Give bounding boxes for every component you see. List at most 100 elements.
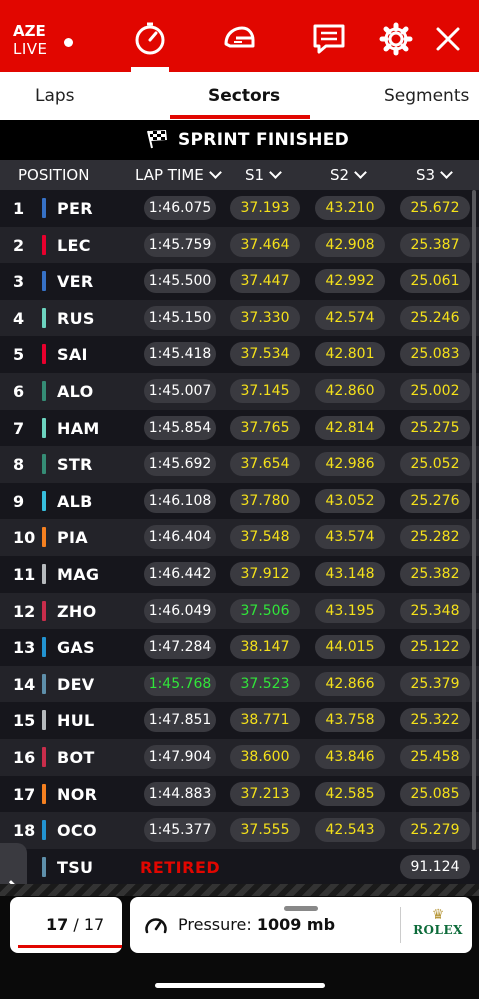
driver-code: LEC — [57, 235, 91, 255]
pressure-value: 1009 mb — [256, 915, 336, 934]
table-row[interactable]: 2 LEC 1:45.759 37.464 42.908 25.387 — [0, 226, 479, 264]
bottom-stripes — [0, 884, 479, 896]
session-code: AZE — [13, 22, 46, 40]
sector3-value: 25.379 — [400, 671, 470, 696]
lap-progress-bar — [18, 945, 122, 948]
sheet-grabber[interactable] — [284, 906, 318, 911]
sector3-value: 25.276 — [400, 488, 470, 513]
position-number: 18 — [13, 821, 36, 841]
sector1-value: 37.780 — [230, 488, 300, 513]
pressure-label: Pressure: — [178, 915, 252, 934]
sponsor-name: ROLEX — [413, 923, 463, 937]
lap-time-value: 1:46.049 — [144, 598, 216, 623]
table-row[interactable]: 3 VER 1:45.500 37.447 42.992 25.061 — [0, 263, 479, 300]
position-number: 2 — [13, 235, 25, 255]
lap-time-value: 1:46.442 — [144, 562, 216, 586]
sector1-value: 37.330 — [230, 305, 300, 330]
tab-laps[interactable]: Laps — [35, 86, 75, 106]
table-row[interactable]: 9 ALB 1:46.108 37.780 43.052 25.276 — [0, 482, 479, 520]
message-icon[interactable] — [312, 22, 346, 56]
column-s1-sort[interactable]: S1 — [245, 166, 282, 184]
table-row[interactable]: 4 RUS 1:45.150 37.330 42.574 25.246 — [0, 299, 479, 337]
home-indicator[interactable] — [155, 983, 325, 988]
table-row[interactable]: 11 MAG 1:46.442 37.912 43.148 25.382 — [0, 556, 479, 593]
sector1-value: 37.193 — [230, 196, 300, 220]
team-color-bar — [42, 600, 46, 621]
position-number: 6 — [13, 382, 25, 401]
live-label: LIVE — [13, 40, 48, 58]
lap-time-value: 1:44.883 — [144, 781, 216, 806]
sector3-value: 25.085 — [400, 781, 470, 806]
driver-code: TSU — [57, 857, 94, 877]
weather-card[interactable]: Pressure: 1009 mb ♛ ROLEX — [130, 897, 472, 953]
chevron-down-icon — [269, 166, 282, 179]
column-laptime-label: LAP TIME — [135, 166, 204, 184]
position-number: 13 — [13, 638, 36, 658]
team-color-bar — [42, 344, 46, 365]
position-number: 14 — [13, 674, 36, 694]
driver-code: MAG — [57, 565, 100, 584]
table-row[interactable]: 1 PER 1:46.075 37.193 43.210 25.672 — [0, 190, 479, 227]
sector2-value: 42.860 — [315, 379, 385, 403]
tab-sectors[interactable]: Sectors — [208, 86, 281, 106]
sector2-value: 43.148 — [315, 562, 385, 586]
gear-icon[interactable] — [379, 22, 413, 56]
table-row[interactable]: 18 OCO 1:45.377 37.555 42.543 25.279 — [0, 812, 479, 849]
driver-code: ALB — [57, 491, 93, 511]
driver-code: ALO — [57, 382, 94, 401]
team-color-bar — [42, 271, 46, 292]
lap-time-value: 1:45.768 — [144, 671, 216, 696]
team-color-bar — [42, 710, 46, 731]
close-icon[interactable] — [431, 22, 465, 56]
driver-code: OCO — [57, 821, 97, 841]
driver-code: NOR — [57, 784, 98, 804]
sector1-value: 38.771 — [230, 708, 300, 733]
team-color-bar — [42, 637, 46, 658]
table-row[interactable]: 12 ZHO 1:46.049 37.506 43.195 25.348 — [0, 592, 479, 630]
table-row[interactable]: 10 PIA 1:46.404 37.548 43.574 25.282 — [0, 519, 479, 556]
table-row[interactable]: 5 SAI 1:45.418 37.534 42.801 25.083 — [0, 336, 479, 373]
table-row[interactable]: 13 GAS 1:47.284 38.147 44.015 25.122 — [0, 629, 479, 666]
driver-code: RUS — [57, 308, 95, 328]
position-number: 1 — [13, 199, 25, 218]
helmet-icon[interactable] — [222, 22, 256, 56]
sector2-value: 43.846 — [315, 745, 385, 769]
sector1-value: 38.147 — [230, 635, 300, 660]
table-row[interactable]: 15 HUL 1:47.851 38.771 43.758 25.322 — [0, 702, 479, 739]
column-s3-label: S3 — [416, 166, 436, 184]
session-status-banner: SPRINT FINISHED — [0, 120, 479, 160]
table-row[interactable]: 6 ALO 1:45.007 37.145 42.860 25.002 — [0, 373, 479, 410]
lap-time-value: 1:45.759 — [144, 232, 216, 257]
driver-code: DEV — [57, 674, 95, 694]
sector2-value: 42.543 — [315, 818, 385, 843]
active-icon-indicator — [131, 67, 169, 72]
sector1-value: 37.145 — [230, 379, 300, 403]
team-color-bar — [42, 381, 46, 401]
lap-time-value: 1:46.404 — [144, 525, 216, 550]
table-row[interactable]: 16 BOT 1:47.904 38.600 43.846 25.458 — [0, 739, 479, 776]
position-number: 8 — [13, 455, 25, 475]
sector3-value: 25.275 — [400, 415, 470, 440]
table-row[interactable]: 17 NOR 1:44.883 37.213 42.585 25.085 — [0, 775, 479, 813]
table-row[interactable]: 14 DEV 1:45.768 37.523 42.866 25.379 — [0, 665, 479, 703]
lap-time-value: 1:46.075 — [144, 196, 216, 220]
sector2-value: 42.585 — [315, 781, 385, 806]
sector1-value: 38.600 — [230, 745, 300, 769]
sector2-value: 43.195 — [315, 598, 385, 623]
chevron-down-icon — [208, 166, 222, 179]
table-row[interactable]: 7 HAM 1:45.854 37.765 42.814 25.275 — [0, 409, 479, 447]
tab-segments[interactable]: Segments — [384, 86, 470, 106]
sector1-value: 37.555 — [230, 818, 300, 843]
table-row[interactable]: 8 STR 1:45.692 37.654 42.986 25.052 — [0, 446, 479, 483]
checkered-flag-icon — [146, 129, 168, 149]
status-text: SPRINT FINISHED — [178, 130, 350, 150]
column-laptime-sort[interactable]: LAP TIME — [135, 166, 222, 184]
table-row[interactable]: TSU RETIRED 91.124 — [0, 848, 479, 886]
scrollbar[interactable] — [472, 190, 476, 850]
column-s3-sort[interactable]: S3 — [416, 166, 453, 184]
position-number: 15 — [13, 711, 36, 731]
timer-icon[interactable] — [133, 22, 167, 56]
sector1-value: 37.523 — [230, 671, 300, 696]
sector1-value: 37.912 — [230, 562, 300, 586]
column-s2-sort[interactable]: S2 — [330, 166, 367, 184]
